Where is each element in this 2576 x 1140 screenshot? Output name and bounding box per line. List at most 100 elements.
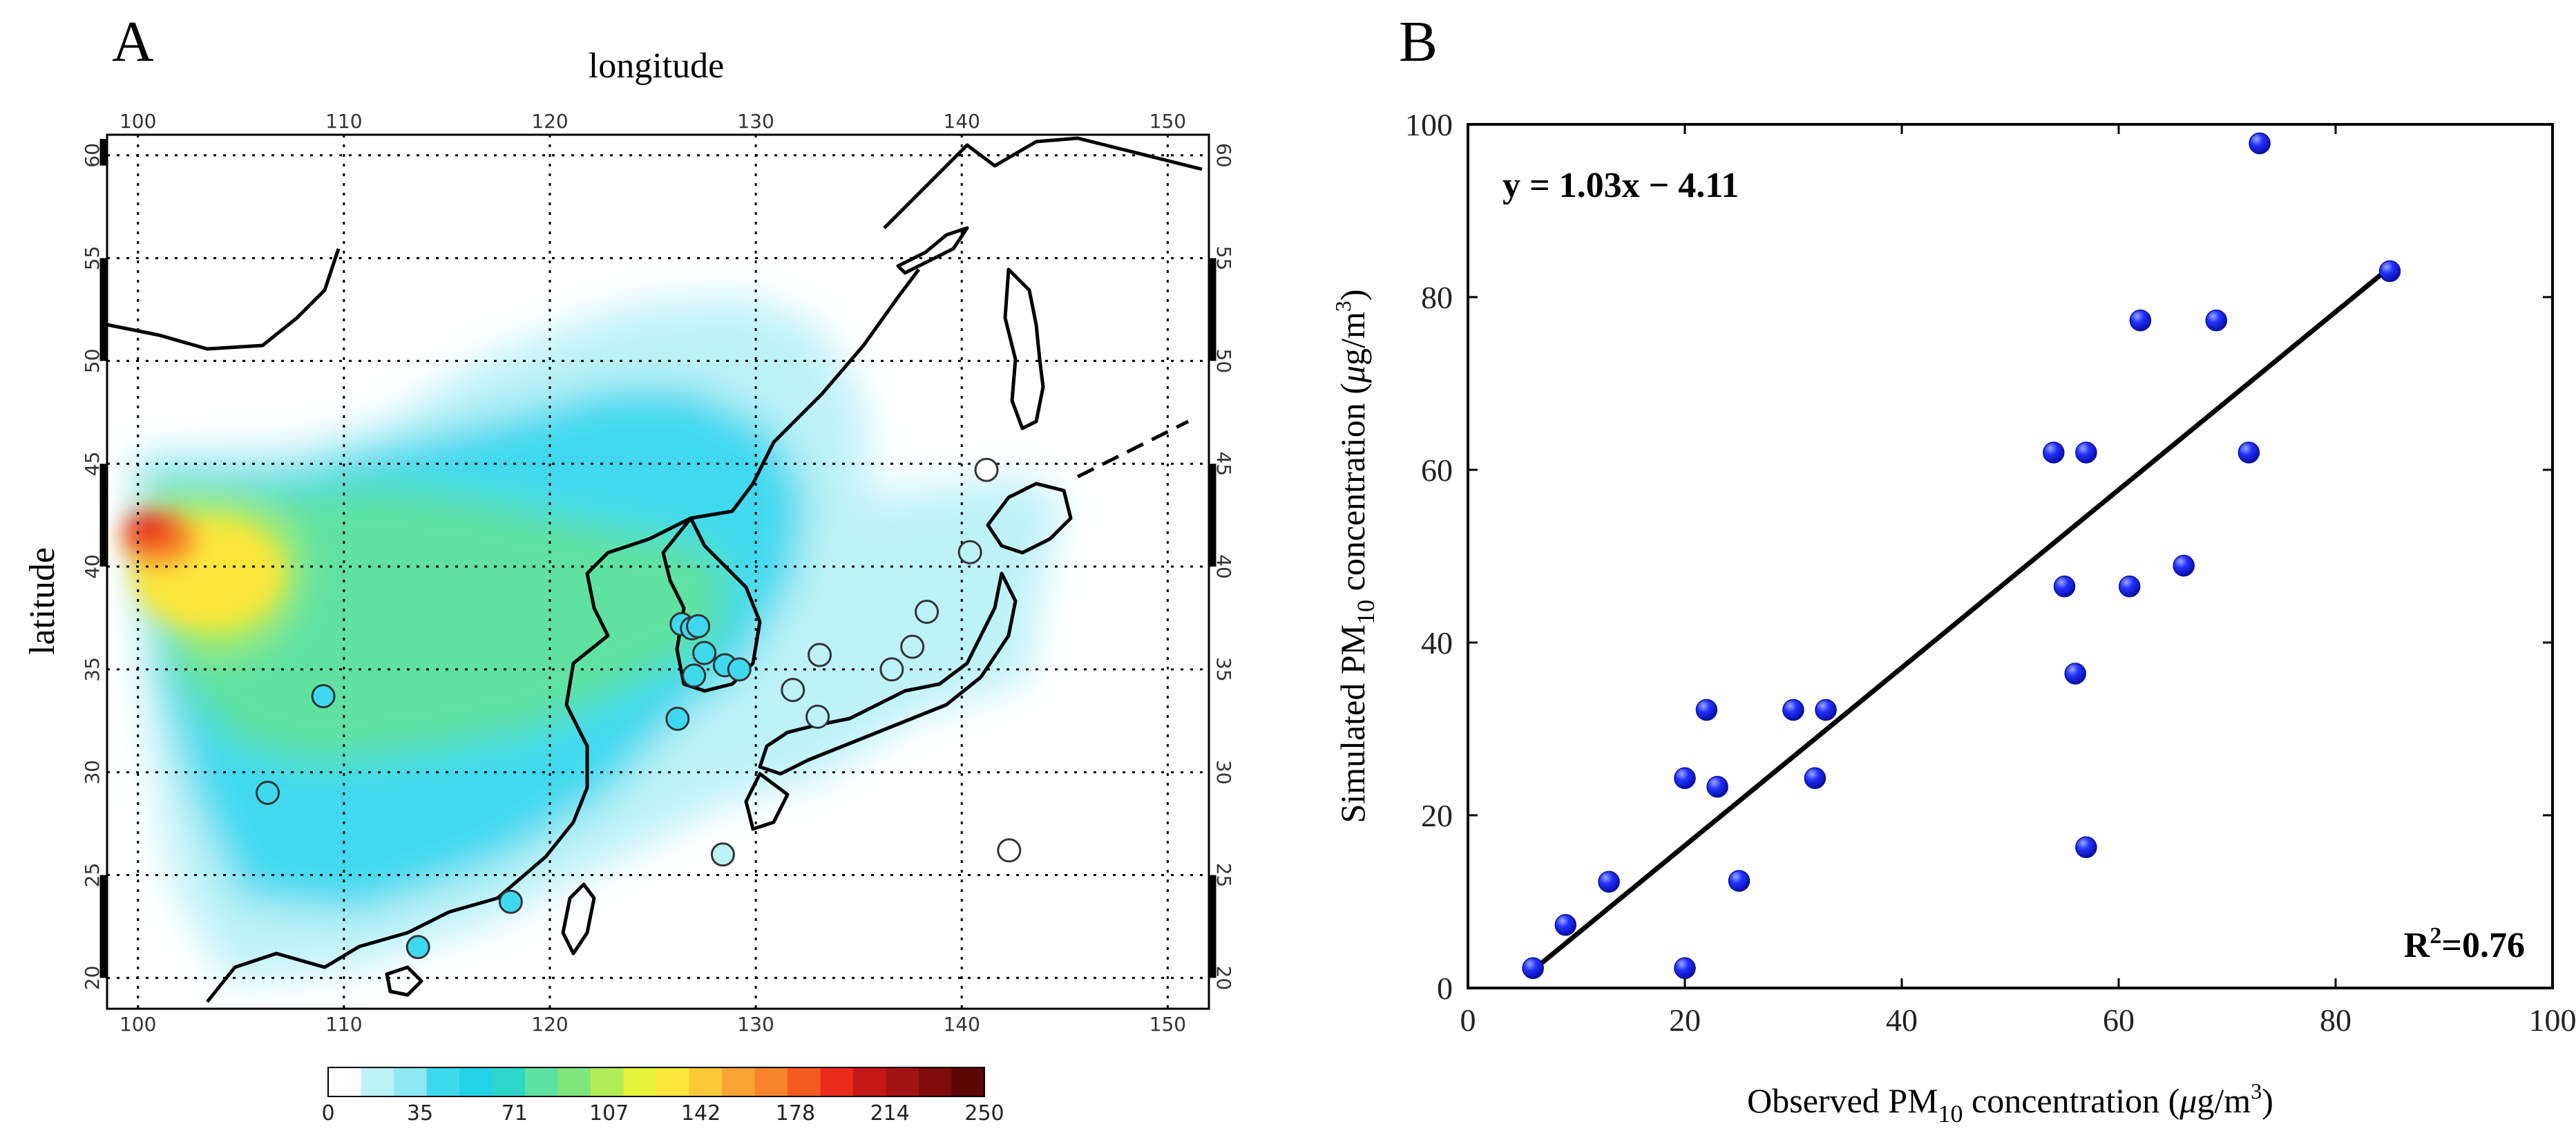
colorbar-swatch <box>492 1067 526 1096</box>
station-marker <box>682 663 707 688</box>
r2-prefix: R <box>2404 926 2431 965</box>
x-tick-label-0: 0 <box>1460 1003 1476 1038</box>
y-tick-label-100: 100 <box>1405 107 1453 142</box>
latitude-axis-title: latitude <box>23 547 62 655</box>
concentration-field <box>121 297 1064 981</box>
coastline-korea <box>661 516 762 693</box>
colorbar-swatch <box>754 1067 788 1096</box>
colorbar-tick-178: 178 <box>776 1101 815 1125</box>
colorbar-swatch <box>328 1067 361 1096</box>
station-marker <box>808 643 832 667</box>
x-tick-label-80: 80 <box>2320 1003 2351 1038</box>
y-axis-unit-close: ) <box>1333 289 1372 301</box>
station-marker <box>915 600 939 625</box>
field-level-7 <box>124 512 173 545</box>
scatter-point <box>2378 260 2401 283</box>
coastline-hokkaido <box>986 482 1073 555</box>
scatter-point <box>1598 871 1620 893</box>
scatter-point <box>1782 699 1804 721</box>
colorbar: 0 35 71 107 142 178 214 250 <box>321 1067 1004 1125</box>
station-marker <box>974 457 999 482</box>
colorbar-swatch <box>394 1067 427 1096</box>
colorbar-swatch <box>788 1067 821 1096</box>
colorbar-swatch <box>623 1067 657 1096</box>
scatter-point <box>2129 310 2152 332</box>
scatter-points <box>1522 132 2401 979</box>
y-axis-unit-superscript: 3 <box>1330 301 1355 312</box>
x-axis-unit: g/m <box>2197 1081 2251 1120</box>
lon-tick-top-120: 120 <box>531 110 568 133</box>
scatter-point <box>2064 663 2086 685</box>
lon-tick-top-140: 140 <box>944 110 980 133</box>
panel-b-label: B <box>1399 10 1438 74</box>
colorbar-tick-142: 142 <box>681 1101 721 1125</box>
r-squared-label: R2=0.76 <box>2404 923 2525 965</box>
station-marker <box>900 634 925 659</box>
colorbar-swatch <box>557 1067 591 1096</box>
coastline-kamchatka <box>896 226 969 275</box>
station-marker <box>710 842 735 867</box>
scatter-point <box>2173 555 2195 577</box>
lon-tick-bottom-130: 130 <box>737 1013 774 1036</box>
coastline-kuril <box>1076 419 1190 479</box>
colorbar-tick-35: 35 <box>407 1101 433 1125</box>
station-marker <box>997 838 1022 863</box>
coastlines <box>107 136 1203 1003</box>
lon-tick-top-100: 100 <box>120 110 156 133</box>
scatter-frame <box>1467 123 2554 989</box>
colorbar-swatch <box>591 1067 624 1096</box>
station-marker <box>256 780 280 805</box>
scatter-point <box>1728 870 1750 892</box>
y-tick-label-0: 0 <box>1437 971 1453 1006</box>
colorbar-swatch <box>820 1067 854 1096</box>
colorbar-swatch <box>722 1067 755 1096</box>
r2-value: =0.76 <box>2441 926 2525 965</box>
colorbar-swatch <box>919 1067 952 1096</box>
x-axis-unit-superscript: 3 <box>2251 1079 2262 1103</box>
scatter-point <box>1522 957 1544 979</box>
x-axis-title-subscript: 10 <box>1938 1100 1963 1128</box>
scatter-point <box>1804 767 1826 789</box>
map-gridlines <box>107 135 1209 1009</box>
y-axis-title-subscript: 10 <box>1352 600 1380 625</box>
lon-tick-bottom-110: 110 <box>325 1013 362 1036</box>
lat-tick-left-30: 30 <box>81 760 104 785</box>
lat-tick-right-60: 60 <box>1212 143 1235 168</box>
x-axis-title-rest: concentration ( <box>1963 1081 2180 1120</box>
x-axis-title: Observed PM10 concentration (μg/m3) <box>1747 1079 2273 1128</box>
observation-stations <box>256 457 1022 960</box>
lon-tick-bottom-120: 120 <box>531 1013 568 1036</box>
coastline-hainan <box>385 965 423 997</box>
station-marker <box>879 657 904 682</box>
scatter-point <box>2075 441 2097 464</box>
y-axis-title-rest: concentration ( <box>1333 383 1372 600</box>
lon-tick-top-150: 150 <box>1149 110 1186 133</box>
station-marker <box>957 540 982 564</box>
x-axis-title-main: Observed PM <box>1747 1081 1938 1120</box>
lon-tick-top-130: 130 <box>737 110 774 133</box>
scatter-point <box>2043 441 2065 464</box>
station-marker <box>406 935 430 960</box>
y-tick-label-20: 20 <box>1421 798 1453 833</box>
coastline-asia-mainland <box>206 268 920 1003</box>
y-axis-unit: g/m <box>1333 312 1372 365</box>
y-tick-label-60: 60 <box>1421 453 1453 488</box>
y-axis-unit-mu: μ <box>1333 365 1372 383</box>
x-axis-unit-mu: μ <box>2179 1081 2197 1120</box>
colorbar-swatch <box>525 1067 558 1096</box>
scatter-point <box>2075 836 2097 858</box>
station-marker <box>665 706 690 731</box>
lon-tick-top-110: 110 <box>325 110 362 133</box>
x-tick-label-60: 60 <box>2103 1003 2135 1038</box>
r2-superscript: 2 <box>2430 923 2441 949</box>
longitude-axis-title: longitude <box>589 46 724 86</box>
scatter-point <box>2118 576 2141 598</box>
colorbar-tick-0: 0 <box>321 1101 334 1125</box>
scatter-point <box>2053 576 2076 598</box>
scatter-ticks: 0 20 40 60 80 100 0 20 40 60 80 100 <box>1405 107 2576 1038</box>
x-tick-label-40: 40 <box>1886 1003 1918 1038</box>
scatter-point <box>2205 310 2228 332</box>
x-tick-label-100: 100 <box>2529 1003 2576 1038</box>
station-marker <box>805 704 830 729</box>
